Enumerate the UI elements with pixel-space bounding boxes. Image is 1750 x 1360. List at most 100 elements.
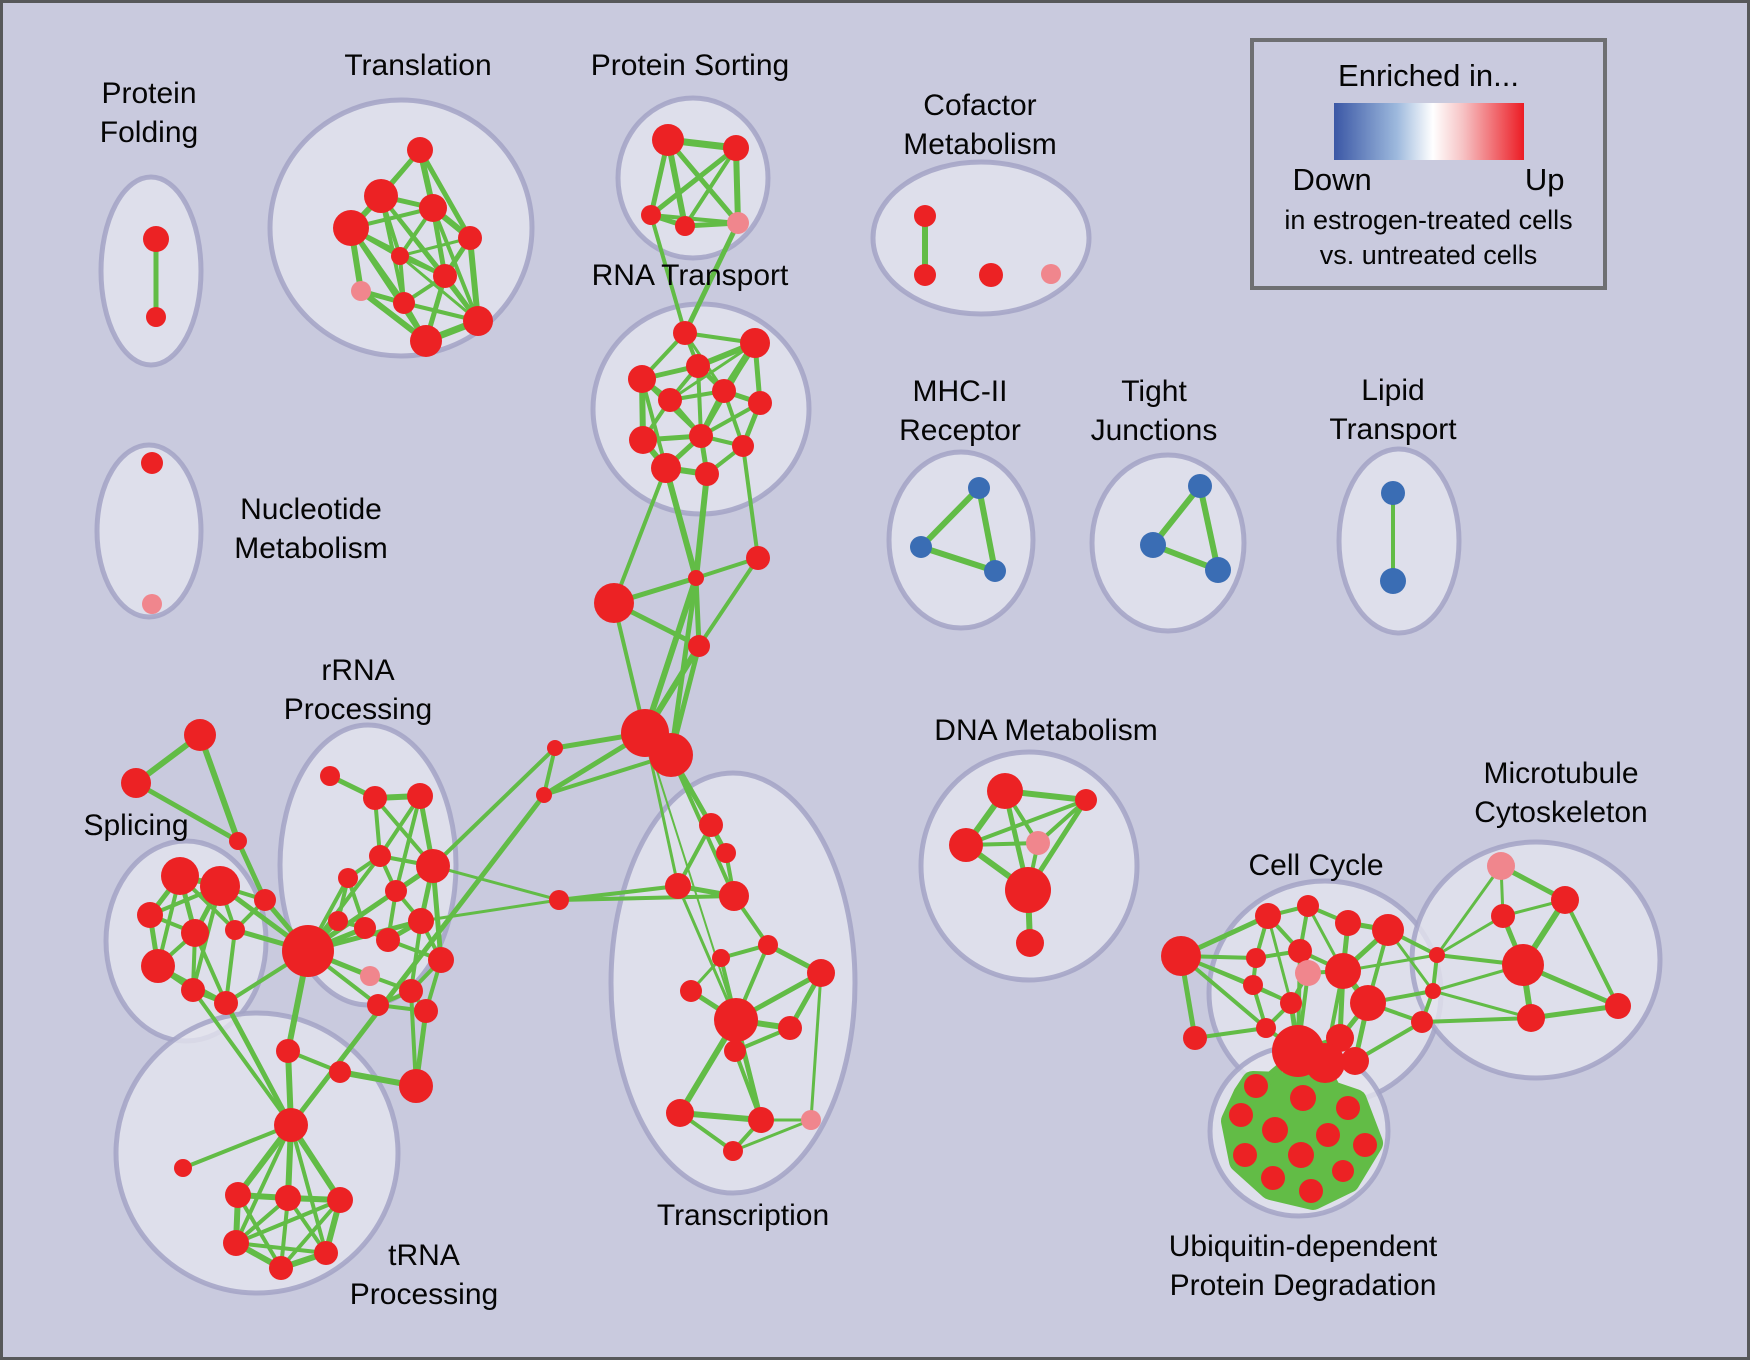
transcription-node [778,1016,802,1040]
microtubule-cytoskeleton-edge [1528,1003,1621,1021]
rrna-processing-node [385,880,407,902]
rna-transport-label: RNA Transport [592,259,789,292]
mhc-ii-receptor-edge [976,485,998,574]
microtubule-cytoskeleton-label: Microtubule Cytoskeleton [1474,757,1647,829]
rna-transport-node [712,379,736,403]
cell-cycle-node [1243,975,1263,995]
transcription-edge [809,971,823,1122]
transcription-node [680,980,702,1002]
rrna-processing-node [329,1061,351,1083]
transcription-node [714,998,758,1042]
rrna-processing-node [276,1039,300,1063]
splicing-node [137,902,163,928]
protein-sorting-node [723,135,749,161]
transcription-edge [731,1118,813,1153]
cell-cycle-node [1325,953,1361,989]
mhc-ii-receptor-node [968,477,990,499]
legend-subtitle-line2: vs. untreated cells [1319,240,1538,270]
rna-transport-node [658,388,682,412]
cell-cycle-edge [1266,914,1293,1005]
legend-title: Enriched in... [1338,58,1519,93]
lipid-transport-node [1380,568,1406,594]
splicing-edge [224,928,237,1005]
mhc-ii-receptor-ellipse [886,449,1036,631]
splicing-node [121,768,151,798]
mhc-ii-receptor-node [984,560,1006,582]
rrna-processing-node [354,917,376,939]
inter-cluster-edge [612,466,668,605]
ubiquitin-degradation-node [1332,1160,1354,1182]
dna-metabolism-node [1016,929,1044,957]
network-canvas: Protein Folding Translation Protein Sorting… [83,49,1663,1311]
backbone-node [594,583,634,623]
protein-folding-node [143,226,169,252]
lipid-transport-ellipse [1336,446,1462,636]
translation-node [407,137,433,163]
ubiquitin-degradation-node [1244,1074,1268,1098]
backbone-edge [542,746,557,797]
trna-processing-node [274,1108,308,1142]
splicing-label: Splicing [83,809,188,842]
dna-metabolism-node [949,828,983,862]
rrna-processing-label: rRNA Processing [284,654,432,726]
transcription-node [665,873,691,899]
inter-cluster-edge [644,732,737,1021]
trna-processing-node [225,1182,251,1208]
cell-cycle-node [1246,948,1266,968]
splicing-node [214,991,238,1015]
protein-sorting-node [727,212,749,234]
inter-cluster-edge [431,746,557,868]
splicing-node [161,857,199,895]
microtubule-cytoskeleton-edge [1431,989,1533,1020]
cell-cycle-node [1183,1026,1207,1050]
lipid-transport-label: Lipid Transport [1329,374,1457,446]
ubiquitin-degradation-node [1299,1179,1323,1203]
rrna-processing-node [367,994,389,1016]
rna-transport-node [689,424,713,448]
rrna-processing-node [408,908,434,934]
microtubule-cytoskeleton-edge [1420,1016,1533,1024]
transcription-node [699,813,723,837]
rrna-processing-node [338,868,358,888]
cell-cycle-label: Cell Cycle [1248,849,1383,882]
trna-processing-edge [234,1198,342,1245]
trna-processing-node [269,1256,293,1280]
rna-transport-node [748,391,772,415]
mhc-ii-receptor-label: MHC-II Receptor [899,375,1021,447]
rrna-processing-edge [394,794,422,893]
backbone-edge [642,575,699,736]
transcription-node [712,949,730,967]
translation-node [410,325,442,357]
microtubule-cytoskeleton-node [1502,944,1544,986]
trna-processing-node [275,1185,301,1211]
inter-cluster-edge [419,898,561,923]
rna-transport-node [629,426,657,454]
ubiquitin-degradation-node [1233,1143,1257,1167]
microtubule-cytoskeleton-node [1551,886,1579,914]
inter-cluster-edge [557,894,736,902]
protein-folding-node [146,307,166,327]
microtubule-cytoskeleton-node [1411,1011,1433,1033]
backbone-node [688,635,710,657]
translation-node [463,306,493,336]
protein-sorting-node [675,216,695,236]
rrna-processing-node [360,966,380,986]
transcription-node [666,1099,694,1127]
transcription-node [719,881,749,911]
inter-cluster-edge [191,988,293,1127]
transcription-node [724,1040,746,1062]
rrna-processing-node [369,845,391,867]
cell-cycle-node [1350,985,1386,1021]
dna-metabolism-label: DNA Metabolism [934,714,1157,747]
dna-metabolism-node [1026,831,1050,855]
trna-processing-node [223,1230,249,1256]
protein-sorting-node [641,205,661,225]
rrna-processing-node [282,925,334,977]
nucleotide-metabolism-node [141,452,163,474]
trna-processing-edge [289,1123,328,1255]
translation-ellipse [267,97,535,359]
rna-transport-node [686,354,710,378]
dna-metabolism-edge [964,798,1088,847]
nucleotide-metabolism-ellipse [94,442,204,620]
mhc-ii-receptor-edge [918,485,982,550]
